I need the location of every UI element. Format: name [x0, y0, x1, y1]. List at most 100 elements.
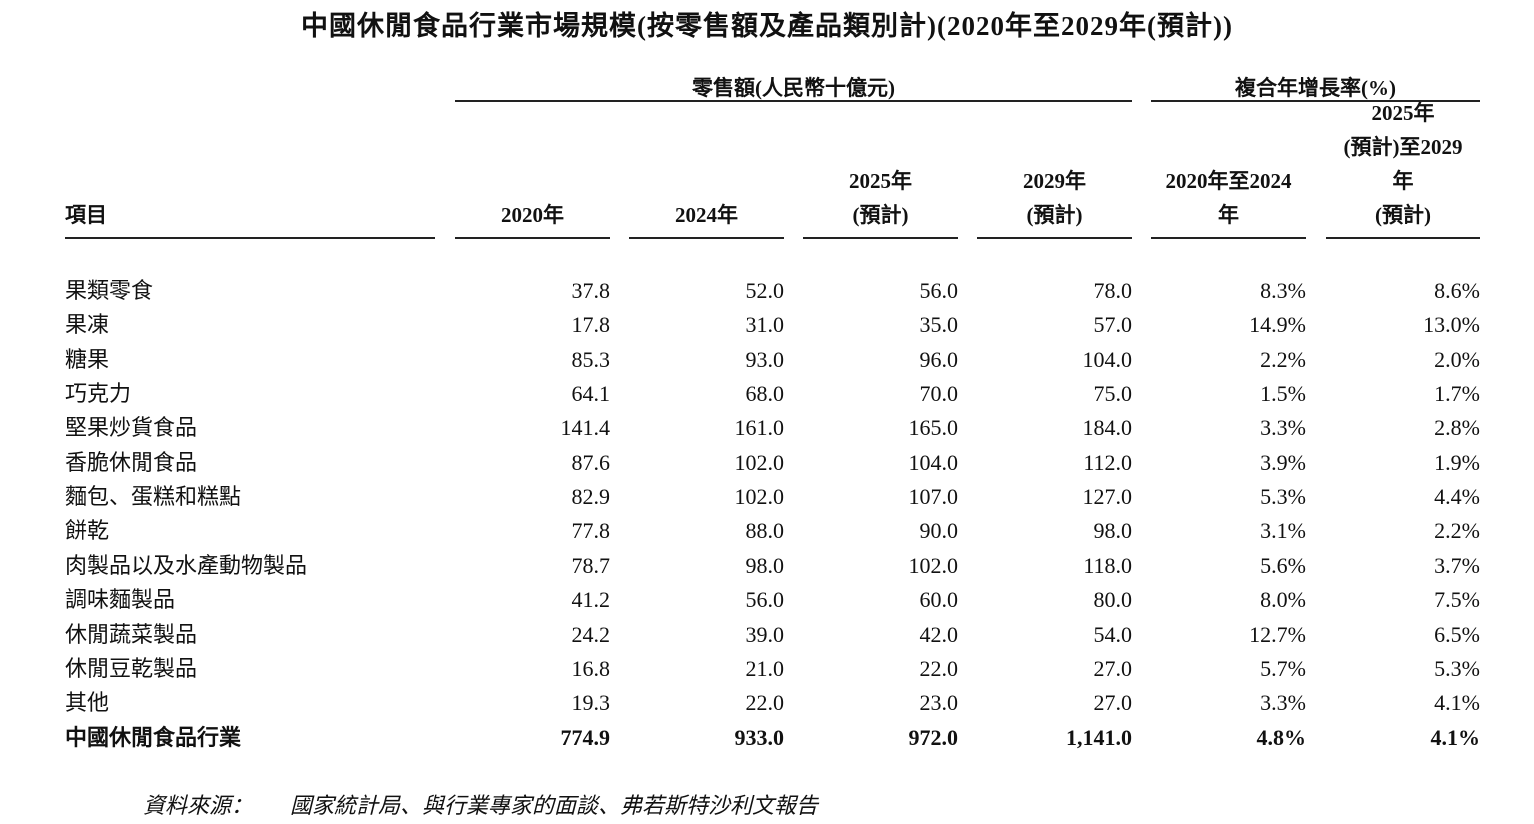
value-cell: 3.1% — [1260, 518, 1306, 544]
row-label: 其他 — [65, 690, 110, 716]
row-label: 堅果炒貨食品 — [65, 415, 198, 441]
value-cell: 161.0 — [734, 415, 785, 441]
header-line: (預計) — [852, 203, 909, 227]
value-cell: 5.3% — [1260, 484, 1306, 510]
value-cell: 1.7% — [1434, 381, 1480, 407]
value-cell: 5.7% — [1260, 655, 1306, 681]
value-cell: 2.0% — [1434, 346, 1480, 372]
value-cell: 27.0 — [1093, 655, 1133, 681]
value-cell: 165.0 — [908, 415, 959, 441]
value-cell: 22.0 — [745, 690, 785, 716]
value-cell: 102.0 — [908, 552, 959, 578]
value-cell: 104.0 — [908, 449, 959, 475]
source: 資料來源： 國家統計局、與行業專家的面談、弗若斯特沙利文報告 — [143, 788, 818, 820]
column-header: 2020年 — [455, 82, 610, 232]
value-cell: 37.8 — [571, 278, 611, 303]
header-rule — [803, 237, 958, 239]
value-cell: 82.9 — [571, 484, 611, 510]
value-cell: 4.1% — [1430, 724, 1481, 750]
value-cell: 42.0 — [919, 621, 959, 647]
value-cell: 14.9% — [1249, 312, 1306, 338]
value-cell: 35.0 — [919, 312, 959, 338]
group-header: 複合年增長率(%) — [1235, 76, 1396, 100]
value-cell: 2.8% — [1434, 415, 1480, 441]
header-line: 2029年 — [1023, 169, 1086, 193]
source-label: 資料來源： — [143, 793, 254, 818]
value-cell: 184.0 — [1082, 415, 1133, 441]
value-cell: 54.0 — [1093, 621, 1133, 647]
header-line: (預計)至2029 — [1343, 135, 1463, 159]
value-cell: 104.0 — [1082, 346, 1133, 372]
header-line: 2025年 — [1371, 101, 1435, 125]
value-cell: 1.9% — [1434, 449, 1480, 475]
header-line: 2025年 — [849, 169, 912, 193]
value-cell: 2.2% — [1434, 518, 1480, 544]
value-cell: 12.7% — [1249, 621, 1306, 647]
row-label: 巧克力 — [65, 381, 132, 407]
header-line: 年 — [1218, 203, 1239, 227]
value-cell: 8.6% — [1434, 278, 1480, 303]
value-cell: 8.3% — [1260, 278, 1306, 303]
value-cell: 4.8% — [1256, 724, 1307, 750]
row-label: 餅乾 — [65, 518, 110, 544]
header-line: (預計) — [1375, 203, 1431, 227]
title: 中國休閒食品行業市場規模(按零售額及產品類別計)(2020年至2029年(預計)… — [301, 11, 1233, 41]
value-cell: 78.7 — [571, 552, 611, 578]
group-header: 零售額(人民幣十億元) — [692, 76, 895, 100]
value-cell: 4.4% — [1434, 484, 1480, 510]
value-cell: 93.0 — [745, 346, 785, 372]
header-rule — [65, 237, 435, 239]
value-cell: 27.0 — [1093, 690, 1133, 716]
value-cell: 8.0% — [1260, 587, 1306, 613]
value-cell: 57.0 — [1093, 312, 1133, 338]
header-rule — [1326, 237, 1480, 239]
column-header: 2020年至2024 年 — [1151, 82, 1306, 232]
column-header: 2024年 — [629, 82, 784, 232]
value-cell: 22.0 — [919, 655, 959, 681]
value-cell: 972.0 — [908, 724, 959, 750]
value-cell: 87.6 — [571, 449, 611, 475]
column-header: 2025年 (預計)至2029 年 (預計) — [1326, 82, 1480, 232]
value-cell: 88.0 — [745, 518, 785, 544]
value-cell: 16.8 — [571, 655, 611, 681]
value-cell: 118.0 — [1083, 552, 1132, 578]
column-header: 2029年 (預計) — [977, 82, 1132, 232]
source-text: 國家統計局、與行業專家的面談、弗若斯特沙利文報告 — [290, 793, 819, 818]
value-cell: 60.0 — [919, 587, 959, 613]
row-label: 肉製品以及水產動物製品 — [65, 552, 308, 578]
value-cell: 5.6% — [1260, 552, 1306, 578]
row-label: 休閒蔬菜製品 — [65, 621, 198, 647]
header-line: (預計) — [1026, 203, 1083, 227]
header-rule — [455, 237, 610, 239]
header-line: 年 — [1392, 169, 1414, 193]
value-cell: 2.2% — [1260, 346, 1306, 372]
header-rule — [629, 237, 784, 239]
column-header: 2025年 (預計) — [803, 82, 958, 232]
value-cell: 77.8 — [571, 518, 611, 544]
group-rule — [1151, 100, 1480, 102]
header-rule — [977, 237, 1132, 239]
value-cell: 6.5% — [1434, 621, 1480, 647]
row-label: 休閒豆乾製品 — [65, 655, 198, 681]
row-label: 香脆休閒食品 — [65, 449, 198, 475]
value-cell: 5.3% — [1434, 655, 1480, 681]
value-cell: 24.2 — [571, 621, 611, 647]
row-label: 果類零食 — [65, 278, 154, 303]
value-cell: 774.9 — [560, 724, 611, 750]
value-cell: 4.1% — [1434, 690, 1480, 716]
value-cell: 68.0 — [745, 381, 785, 407]
row-label: 糖果 — [65, 346, 110, 372]
column-header: 項目 — [65, 82, 435, 232]
value-cell: 933.0 — [734, 724, 785, 750]
value-cell: 80.0 — [1093, 587, 1133, 613]
value-cell: 56.0 — [745, 587, 785, 613]
value-cell: 107.0 — [908, 484, 959, 510]
row-label: 中國休閒食品行業 — [65, 724, 242, 750]
value-cell: 90.0 — [919, 518, 959, 544]
value-cell: 102.0 — [734, 449, 785, 475]
value-cell: 75.0 — [1093, 381, 1133, 407]
row-label: 調味麵製品 — [65, 587, 176, 613]
header-line: 2024年 — [675, 203, 738, 227]
value-cell: 78.0 — [1093, 278, 1133, 303]
